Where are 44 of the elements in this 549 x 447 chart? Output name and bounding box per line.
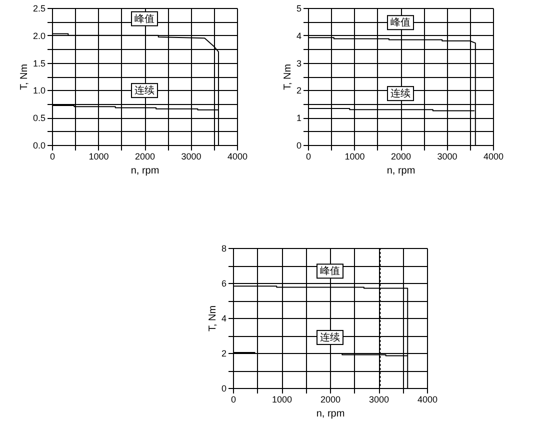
series-label: 连续 — [320, 331, 340, 344]
x-axis-title: n, rpm — [130, 166, 160, 176]
x-tick-label: 4000 — [417, 394, 438, 404]
x-tick-label: 1000 — [88, 152, 109, 162]
series-label: 峰值 — [390, 16, 410, 29]
y-tick-label: 1 — [296, 113, 302, 124]
x-tick-label: 1000 — [272, 394, 292, 404]
y-tick-label: 4 — [296, 30, 302, 41]
x-tick-label: 3000 — [181, 152, 202, 162]
y-tick-label: 8 — [221, 244, 226, 254]
series-label: 连续 — [134, 84, 154, 97]
series-label: 峰值 — [320, 265, 340, 278]
y-tick-label: 0.5 — [32, 113, 46, 124]
x-tick-label: 4000 — [483, 152, 504, 162]
y-tick-label: 6 — [221, 278, 226, 288]
y-axis-title: T, Nm — [282, 64, 294, 90]
y-axis-title: T, Nm — [207, 305, 218, 332]
x-tick-label: 0 — [230, 394, 236, 404]
y-tick-label: 2.5 — [32, 4, 46, 14]
x-tick-label: 0 — [306, 152, 312, 162]
series-label: 峰值 — [134, 12, 154, 25]
x-tick-label: 2000 — [390, 152, 412, 162]
y-tick-label: 1.5 — [32, 58, 46, 68]
y-tick-label: 2 — [296, 86, 302, 96]
y-tick-label: 0 — [221, 384, 226, 394]
x-axis-title: n, rpm — [316, 408, 345, 420]
y-tick-label: 4 — [221, 314, 226, 324]
x-tick-label: 4000 — [227, 152, 248, 162]
x-axis-title: n, rpm — [386, 166, 416, 176]
y-tick-label: 2.0 — [32, 30, 46, 41]
y-tick-label: 2 — [221, 348, 226, 358]
y-tick-label: 5 — [296, 4, 302, 14]
x-tick-label: 1000 — [344, 152, 365, 162]
series-label: 连续 — [390, 88, 410, 100]
y-tick-label: 0.0 — [32, 140, 46, 150]
x-tick-label: 2000 — [320, 394, 341, 404]
x-tick-label: 2000 — [134, 152, 156, 162]
x-tick-label: 3000 — [368, 394, 390, 404]
y-tick-label: 0 — [296, 140, 302, 150]
x-tick-label: 3000 — [437, 152, 458, 162]
y-tick-label: 3 — [296, 58, 302, 68]
y-tick-label: 1.0 — [32, 86, 46, 96]
y-axis-title: T, Nm — [18, 64, 30, 90]
x-tick-label: 0 — [50, 152, 56, 162]
